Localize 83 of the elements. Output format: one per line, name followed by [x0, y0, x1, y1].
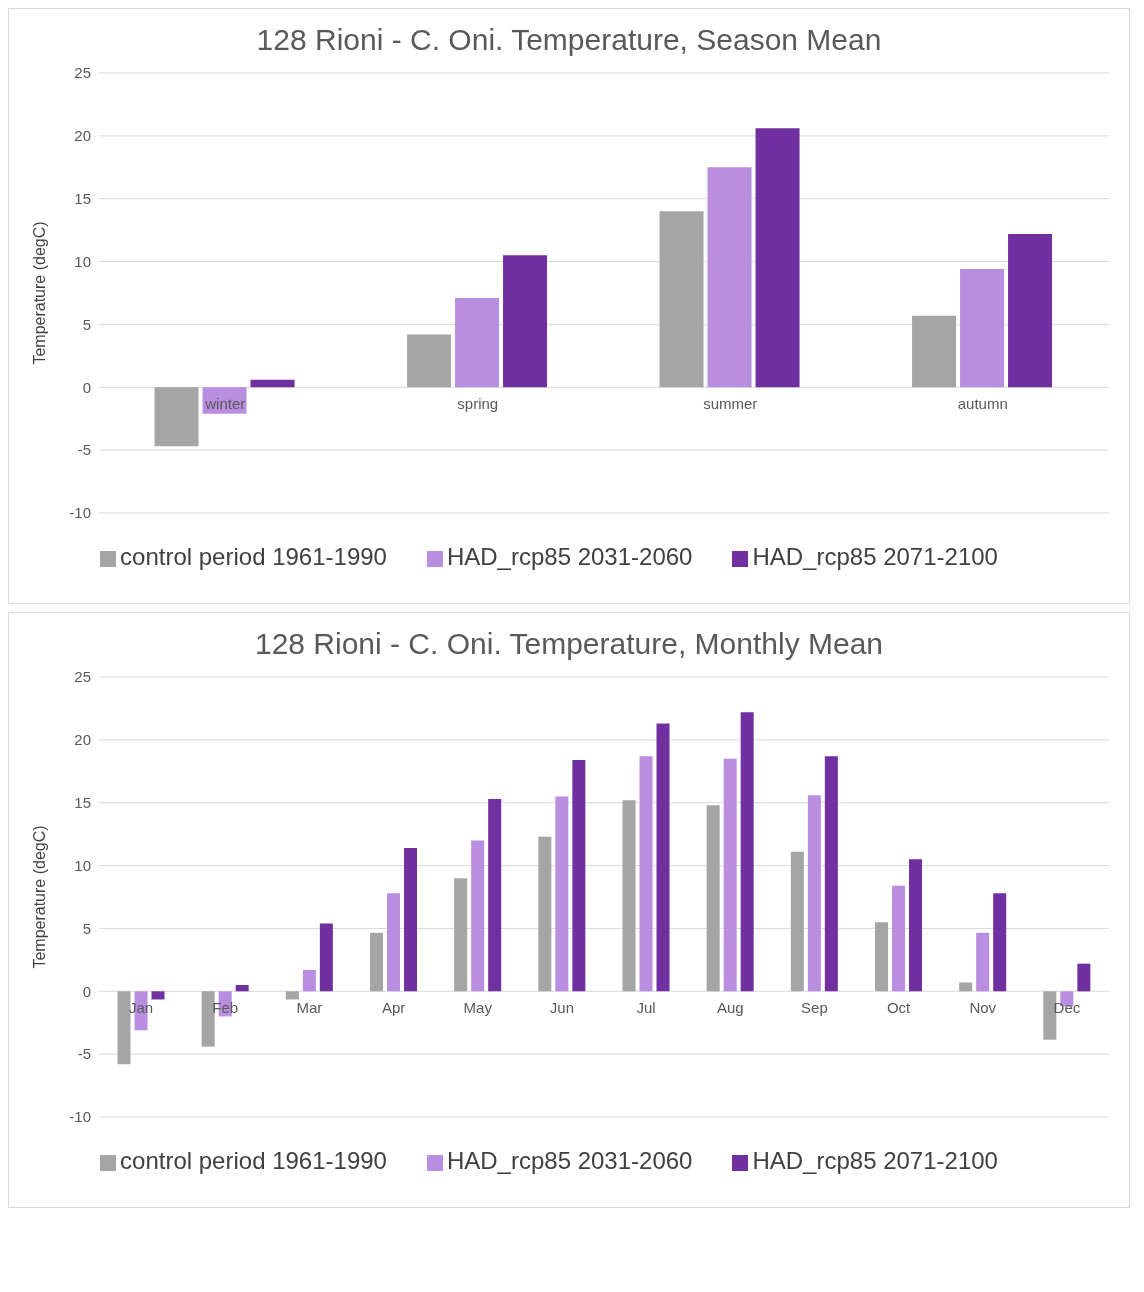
- x-tick-label: Dec: [1053, 999, 1081, 1017]
- legend-label: control period 1961-1990: [120, 1147, 387, 1174]
- bar: [572, 759, 586, 992]
- bar: [723, 758, 737, 992]
- bar: [892, 885, 906, 992]
- bar: [790, 851, 804, 992]
- bar: [407, 334, 452, 388]
- bar: [488, 798, 502, 992]
- x-tick-label: winter: [204, 395, 246, 413]
- y-tick-label: -10: [69, 1108, 91, 1126]
- bar: [976, 932, 990, 992]
- legend-label: control period 1961-1990: [120, 543, 387, 570]
- bar: [117, 991, 131, 1065]
- y-tick-label: 10: [74, 856, 91, 874]
- y-tick-label: -10: [69, 504, 91, 522]
- y-axis-title: Temperature (degC): [30, 221, 48, 365]
- bar: [250, 379, 295, 388]
- bar: [471, 840, 485, 992]
- bar: [639, 756, 653, 992]
- bar: [656, 723, 670, 992]
- y-tick-label: 0: [82, 378, 91, 396]
- bar: [875, 922, 889, 992]
- y-axis-title: Temperature (degC): [30, 825, 48, 969]
- bar: [755, 128, 800, 388]
- y-tick-label: 20: [74, 127, 91, 145]
- bar: [201, 991, 215, 1047]
- bar: [151, 991, 165, 1000]
- x-tick-label: spring: [457, 395, 499, 413]
- bar: [235, 985, 249, 992]
- bar: [404, 847, 418, 992]
- bar: [454, 878, 468, 992]
- x-tick-label: autumn: [957, 395, 1008, 413]
- bar: [319, 923, 333, 992]
- bar: [807, 795, 821, 992]
- bar: [1008, 233, 1053, 388]
- x-tick-label: Jun: [549, 999, 575, 1017]
- bar: [993, 893, 1007, 992]
- y-tick-label: 25: [74, 668, 91, 686]
- x-tick-label: Sep: [801, 999, 828, 1017]
- bar: [1077, 963, 1091, 992]
- bar: [555, 796, 569, 992]
- x-tick-label: Aug: [716, 999, 744, 1017]
- y-tick-label: 5: [82, 315, 91, 333]
- y-tick-label: -5: [77, 441, 91, 459]
- bar: [503, 255, 548, 388]
- bar: [285, 991, 299, 1000]
- chart-title: 128 Rioni - C. Oni. Temperature, Monthly Mean: [253, 626, 885, 662]
- bar: [622, 800, 636, 992]
- y-tick-label: 10: [74, 252, 91, 270]
- legend-label: HAD_rcp85 2071-2100: [752, 543, 998, 570]
- bar: [538, 836, 552, 992]
- x-tick-label: Mar: [296, 999, 323, 1017]
- y-tick-label: 15: [74, 794, 91, 812]
- x-tick-label: Nov: [969, 999, 997, 1017]
- x-tick-label: Jul: [636, 999, 656, 1017]
- x-tick-label: summer: [703, 395, 758, 413]
- bar: [370, 932, 384, 992]
- x-tick-label: May: [463, 999, 493, 1017]
- y-tick-label: 5: [82, 919, 91, 937]
- y-tick-label: 15: [74, 190, 91, 208]
- bar: [707, 167, 752, 388]
- bar: [387, 893, 401, 992]
- legend-label: HAD_rcp85 2031-2060: [446, 1147, 693, 1174]
- bar: [302, 969, 316, 992]
- bar: [824, 756, 838, 992]
- legend-label: HAD_rcp85 2031-2060: [446, 543, 693, 570]
- bar: [455, 298, 500, 388]
- bar: [909, 859, 923, 992]
- legend-label: HAD_rcp85 2071-2100: [752, 1147, 998, 1174]
- chart-title: 128 Rioni - C. Oni. Temperature, Season Mean: [255, 22, 883, 58]
- bar: [959, 982, 973, 992]
- bar: [659, 211, 704, 388]
- y-tick-label: 0: [82, 982, 91, 1000]
- bar: [960, 269, 1005, 388]
- y-tick-label: -5: [77, 1045, 91, 1063]
- bar: [706, 805, 720, 992]
- bar: [912, 315, 957, 388]
- y-tick-label: 25: [74, 64, 91, 82]
- bar: [154, 387, 199, 447]
- x-tick-label: Apr: [381, 999, 406, 1017]
- x-tick-label: Oct: [886, 999, 912, 1017]
- y-tick-label: 20: [74, 731, 91, 749]
- bar: [740, 712, 754, 992]
